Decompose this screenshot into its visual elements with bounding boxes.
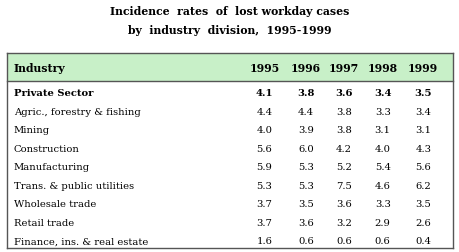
Text: Agric., forestry & fishing: Agric., forestry & fishing — [14, 108, 140, 116]
Text: 3.6: 3.6 — [297, 218, 313, 227]
Text: 3.5: 3.5 — [297, 200, 313, 208]
Text: Trans. & public utilities: Trans. & public utilities — [14, 181, 134, 190]
Text: 0.4: 0.4 — [414, 236, 430, 245]
Text: 5.9: 5.9 — [256, 163, 272, 172]
Text: 6.2: 6.2 — [414, 181, 430, 190]
Text: by  industry  division,  1995-1999: by industry division, 1995-1999 — [128, 25, 331, 36]
Text: Wholesale trade: Wholesale trade — [14, 200, 96, 208]
Text: 3.4: 3.4 — [414, 108, 430, 116]
Text: 5.6: 5.6 — [256, 144, 272, 153]
Text: Industry: Industry — [14, 62, 66, 73]
Text: 4.4: 4.4 — [256, 108, 272, 116]
Text: 0.6: 0.6 — [336, 236, 351, 245]
Text: 3.4: 3.4 — [373, 89, 391, 98]
Text: 1998: 1998 — [367, 62, 397, 73]
Text: 4.3: 4.3 — [414, 144, 430, 153]
Text: 1999: 1999 — [407, 62, 437, 73]
Text: Construction: Construction — [14, 144, 79, 153]
Text: 2.6: 2.6 — [414, 218, 430, 227]
Text: 3.7: 3.7 — [256, 218, 272, 227]
Text: 3.8: 3.8 — [297, 89, 314, 98]
Text: 3.8: 3.8 — [336, 108, 351, 116]
Bar — [7, 54, 452, 248]
Text: 7.5: 7.5 — [336, 181, 351, 190]
Text: 3.3: 3.3 — [374, 108, 390, 116]
Text: Retail trade: Retail trade — [14, 218, 74, 227]
Text: 3.9: 3.9 — [297, 126, 313, 135]
Text: Incidence  rates  of  lost workday cases: Incidence rates of lost workday cases — [110, 6, 349, 17]
Text: 3.1: 3.1 — [414, 126, 430, 135]
Text: 5.3: 5.3 — [256, 181, 272, 190]
Text: 5.2: 5.2 — [336, 163, 351, 172]
Text: 1995: 1995 — [249, 62, 279, 73]
Text: 2.9: 2.9 — [374, 218, 390, 227]
Text: 3.2: 3.2 — [336, 218, 351, 227]
Text: 3.7: 3.7 — [256, 200, 272, 208]
Text: 3.5: 3.5 — [414, 89, 431, 98]
Text: 3.3: 3.3 — [374, 200, 390, 208]
Text: 5.3: 5.3 — [297, 181, 313, 190]
Text: 0.6: 0.6 — [374, 236, 390, 245]
Bar — [7, 54, 452, 81]
Text: Finance, ins. & real estate: Finance, ins. & real estate — [14, 236, 148, 245]
Text: 0.6: 0.6 — [297, 236, 313, 245]
Text: 5.4: 5.4 — [374, 163, 390, 172]
Text: 4.6: 4.6 — [374, 181, 390, 190]
Text: 4.2: 4.2 — [336, 144, 351, 153]
Text: 1.6: 1.6 — [256, 236, 272, 245]
Text: 4.4: 4.4 — [297, 108, 313, 116]
Text: 3.6: 3.6 — [336, 200, 351, 208]
Text: 3.8: 3.8 — [336, 126, 351, 135]
Text: 3.6: 3.6 — [335, 89, 352, 98]
Text: Private Sector: Private Sector — [14, 89, 93, 98]
Text: Manufacturing: Manufacturing — [14, 163, 90, 172]
Text: 1996: 1996 — [290, 62, 320, 73]
Text: 3.1: 3.1 — [374, 126, 390, 135]
Text: Mining: Mining — [14, 126, 50, 135]
Text: 6.0: 6.0 — [297, 144, 313, 153]
Text: 5.3: 5.3 — [297, 163, 313, 172]
Text: 3.5: 3.5 — [414, 200, 430, 208]
Text: 4.0: 4.0 — [256, 126, 272, 135]
Text: 4.1: 4.1 — [255, 89, 273, 98]
Text: 1997: 1997 — [328, 62, 358, 73]
Text: 4.0: 4.0 — [374, 144, 390, 153]
Text: 5.6: 5.6 — [414, 163, 430, 172]
